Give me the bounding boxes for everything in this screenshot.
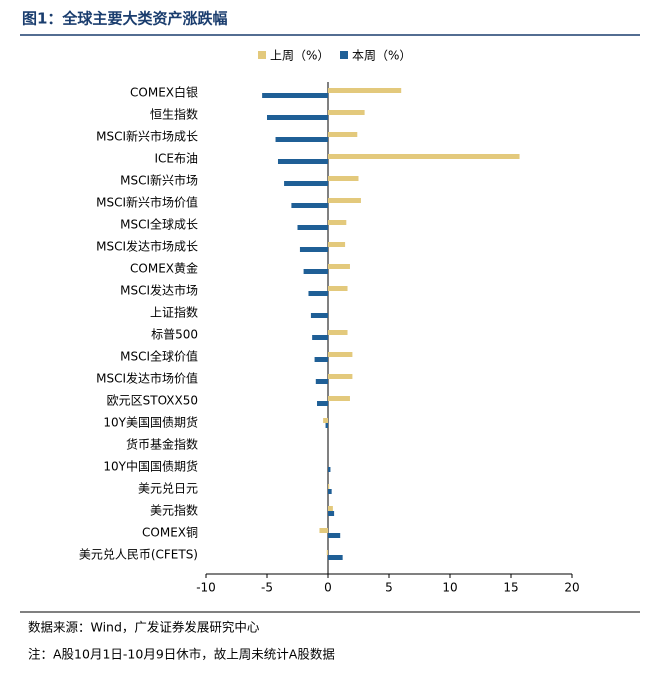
y-tick-label: ICE布油 [154, 152, 198, 166]
y-tick-label: 10Y中国国债期货 [103, 459, 198, 474]
y-tick-label: 美元兑人民币(CFETS) [79, 548, 198, 562]
note: 注：A股10月1日-10月9日休市，故上周未统计A股数据 [28, 647, 335, 662]
bar [328, 154, 520, 159]
x-tick-label: 5 [385, 581, 393, 595]
bar [328, 489, 332, 494]
x-tick-label: 0 [324, 581, 332, 595]
bar [314, 357, 328, 362]
y-tick-label: 标普500 [151, 328, 198, 342]
chart-title: 图1：全球主要大类资产涨跌幅 [22, 10, 227, 28]
legend-label: 上周（%） [270, 49, 329, 63]
y-tick-label: MSCI新兴市场成长 [96, 129, 198, 144]
y-tick-label: MSCI发达市场成长 [96, 239, 198, 254]
bar [319, 528, 328, 533]
bar [328, 533, 341, 538]
bar [328, 176, 359, 181]
x-tick-label: 20 [564, 581, 579, 595]
bar [328, 352, 353, 357]
bar [328, 242, 346, 247]
bar [326, 550, 328, 555]
bar [315, 379, 328, 384]
bar [308, 291, 328, 296]
x-tick-label: -5 [261, 581, 273, 595]
y-tick-label: 美元指数 [150, 503, 198, 518]
bar [328, 132, 358, 137]
bar [328, 467, 331, 472]
bar [328, 110, 365, 115]
bar [328, 330, 348, 335]
bar [323, 418, 328, 423]
bar [328, 555, 343, 560]
y-tick-label: MSCI全球价值 [120, 349, 198, 364]
bar [328, 220, 347, 225]
y-tick-label: 欧元区STOXX50 [107, 394, 198, 408]
y-tick-label: 货币基金指数 [126, 437, 198, 452]
y-tick-label: COMEX黄金 [130, 261, 198, 276]
bar [328, 396, 350, 401]
y-tick-label: MSCI新兴市场 [120, 173, 198, 188]
bar [328, 374, 353, 379]
y-tick-label: MSCI发达市场 [120, 283, 198, 298]
x-tick-label: 10 [442, 581, 457, 595]
y-tick-label: MSCI新兴市场价值 [96, 195, 198, 210]
legend-swatch [258, 51, 266, 59]
y-tick-label: 恒生指数 [150, 107, 198, 122]
source: 数据来源：Wind，广发证券发展研究中心 [28, 620, 260, 635]
legend-label: 本周（%） [352, 49, 411, 63]
bar [328, 88, 402, 93]
y-tick-label: COMEX白银 [130, 85, 198, 100]
y-tick-label: COMEX铜 [142, 525, 198, 540]
y-tick-label: 10Y美国国债期货 [103, 415, 198, 430]
y-tick-label: 上证指数 [150, 305, 198, 320]
bar [262, 93, 328, 98]
bar [284, 181, 328, 186]
bar [291, 203, 328, 208]
bar [267, 115, 328, 120]
y-tick-label: MSCI发达市场价值 [96, 371, 198, 386]
bar [275, 137, 328, 142]
bar [328, 264, 350, 269]
bar [328, 286, 348, 291]
x-tick-label: 15 [503, 581, 518, 595]
bar [328, 511, 335, 516]
bar [328, 506, 333, 511]
y-tick-label: 美元兑日元 [138, 482, 198, 496]
bar [303, 269, 328, 274]
bar [328, 484, 330, 489]
bar [299, 247, 328, 252]
bar [317, 401, 328, 406]
bar [325, 423, 328, 428]
x-tick-label: -10 [196, 581, 216, 595]
bar [312, 335, 328, 340]
bar [297, 225, 328, 230]
y-tick-label: MSCI全球成长 [120, 217, 198, 232]
legend-swatch [340, 51, 348, 59]
bar [277, 159, 328, 164]
bar [328, 198, 361, 203]
bar [310, 313, 328, 318]
